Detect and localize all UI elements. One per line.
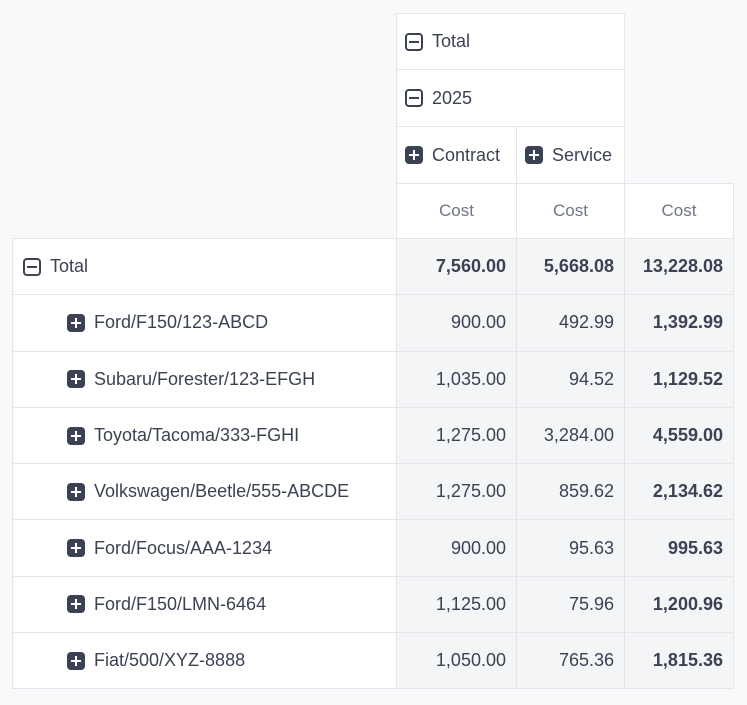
value-cell: 3,284.00	[516, 406, 625, 465]
value-cell: 1,125.00	[396, 575, 517, 634]
header-corner-blank	[13, 14, 397, 70]
row-header-vehicle[interactable]: Ford/F150/123-ABCD	[12, 294, 397, 352]
col-header-service-label: Service	[552, 144, 613, 165]
measure-header-cost-total[interactable]: Cost	[624, 183, 734, 239]
value-cell: 1,035.00	[396, 350, 517, 408]
value-cell: 1,275.00	[396, 406, 517, 465]
row-header-total[interactable]: Total	[12, 237, 397, 296]
value-cell: 4,559.00	[624, 406, 734, 465]
minus-square-icon[interactable]	[405, 32, 423, 51]
row-label: Total	[50, 256, 89, 277]
value-cell: 492.99	[516, 294, 625, 352]
plus-square-icon[interactable]	[405, 146, 423, 164]
col-header-total[interactable]: Total	[396, 13, 625, 70]
value-cell: 900.00	[396, 294, 517, 352]
row-header-vehicle[interactable]: Ford/Focus/AAA-1234	[12, 519, 397, 577]
value-cell: 1,129.52	[624, 350, 734, 408]
value-cell: 1,275.00	[396, 463, 517, 521]
header-rowtotal-blank	[625, 127, 734, 184]
value-cell: 2,134.62	[624, 463, 734, 521]
plus-square-icon[interactable]	[525, 146, 543, 164]
col-header-contract[interactable]: Contract	[396, 126, 517, 184]
minus-square-icon[interactable]	[23, 257, 41, 276]
header-corner-blank	[13, 70, 397, 127]
pivot-row: Volkswagen/Beetle/555-ABCDE 1,275.00 859.6…	[12, 463, 734, 521]
value-cell: 95.63	[516, 519, 625, 577]
plus-square-icon[interactable]	[67, 313, 85, 332]
header-rowtotal-blank	[625, 14, 734, 70]
plus-square-icon[interactable]	[67, 651, 85, 670]
value-cell: 75.96	[516, 575, 625, 634]
col-header-year-label: 2025	[432, 87, 473, 108]
value-cell: 7,560.00	[396, 237, 517, 296]
col-header-service[interactable]: Service	[516, 126, 625, 184]
pivot-row: Fiat/500/XYZ-8888 1,050.00 765.36 1,815.36	[12, 632, 734, 690]
header-corner-blank	[13, 184, 397, 239]
value-cell: 94.52	[516, 350, 625, 408]
pivot-table: Total 2025 Contract	[12, 13, 734, 690]
row-header-vehicle[interactable]: Volkswagen/Beetle/555-ABCDE	[12, 463, 397, 521]
row-header-vehicle[interactable]: Ford/F150/LMN-6464	[12, 575, 397, 634]
pivot-row: Ford/Focus/AAA-1234 900.00 95.63 995.63	[12, 519, 734, 577]
col-header-year[interactable]: 2025	[396, 69, 625, 127]
row-header-vehicle[interactable]: Toyota/Tacoma/333-FGHI	[12, 406, 397, 465]
value-cell: 765.36	[516, 632, 625, 690]
value-cell: 5,668.08	[516, 237, 625, 296]
value-cell: 1,392.99	[624, 294, 734, 352]
value-cell: 859.62	[516, 463, 625, 521]
col-header-contract-label: Contract	[432, 144, 501, 165]
plus-square-icon[interactable]	[67, 426, 85, 445]
value-cell: 995.63	[624, 519, 734, 577]
plus-square-icon[interactable]	[67, 370, 85, 389]
header-rowtotal-blank	[625, 70, 734, 127]
value-cell: 1,050.00	[396, 632, 517, 690]
col-header-total-label: Total	[432, 31, 471, 51]
value-cell: 900.00	[396, 519, 517, 577]
plus-square-icon[interactable]	[67, 482, 85, 501]
pivot-row: Subaru/Forester/123-EFGH 1,035.00 94.52 1,1…	[12, 350, 734, 408]
plus-square-icon[interactable]	[67, 539, 85, 558]
pivot-row: Total 7,560.00 5,668.08 13,228.08	[12, 237, 734, 296]
row-label: Volkswagen/Beetle/555-ABCDE	[94, 481, 350, 502]
row-label: Ford/F150/LMN-6464	[94, 593, 267, 614]
value-cell: 1,815.36	[624, 632, 734, 690]
row-label: Ford/F150/123-ABCD	[94, 312, 269, 333]
pivot-row: Ford/F150/123-ABCD 900.00 492.99 1,392.99	[12, 294, 734, 352]
row-header-vehicle[interactable]: Fiat/500/XYZ-8888	[12, 632, 397, 690]
minus-square-icon[interactable]	[405, 89, 423, 107]
row-label: Toyota/Tacoma/333-FGHI	[94, 425, 300, 446]
value-cell: 1,200.96	[624, 575, 734, 634]
row-header-vehicle[interactable]: Subaru/Forester/123-EFGH	[12, 350, 397, 408]
header-corner-blank	[13, 127, 397, 184]
row-label: Ford/Focus/AAA-1234	[94, 537, 273, 558]
measure-header-cost-service[interactable]: Cost	[516, 183, 625, 239]
pivot-row: Toyota/Tacoma/333-FGHI 1,275.00 3,284.00 4,…	[12, 406, 734, 465]
plus-square-icon[interactable]	[67, 595, 85, 614]
value-cell: 13,228.08	[624, 237, 734, 296]
row-label: Fiat/500/XYZ-8888	[94, 650, 246, 671]
pivot-row: Ford/F150/LMN-6464 1,125.00 75.96 1,200.96	[12, 575, 734, 634]
measure-header-cost-contract[interactable]: Cost	[396, 183, 517, 239]
row-label: Subaru/Forester/123-EFGH	[94, 368, 316, 389]
